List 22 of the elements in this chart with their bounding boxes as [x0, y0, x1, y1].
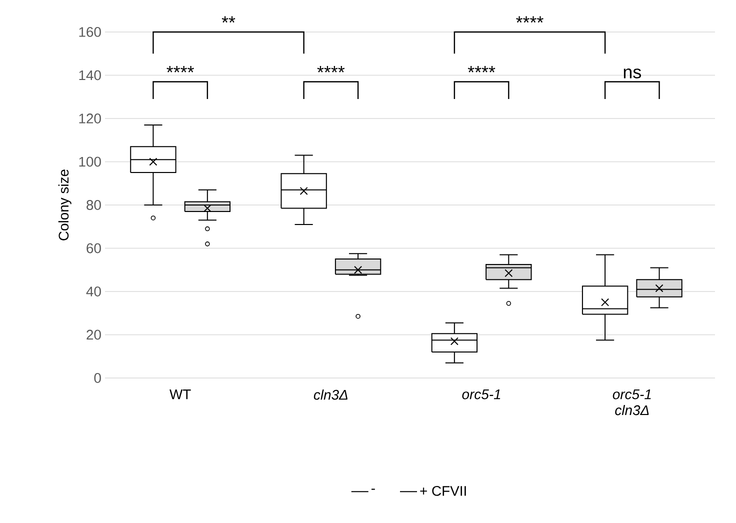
y-tick-label: 120: [79, 114, 101, 124]
legend-label: -: [371, 488, 375, 490]
x-tick-label: orc5-1 cln3Δ: [612, 390, 651, 416]
y-tick-label: 60: [86, 243, 101, 254]
annotation: ns: [624, 68, 641, 78]
y-tick-label: 40: [86, 286, 101, 296]
legend-label: + CFVII: [420, 486, 466, 496]
annotation: ****: [166, 66, 194, 72]
x-tick-label: WT: [170, 390, 191, 400]
y-tick-label: 0: [94, 373, 101, 383]
y-tick-label: 20: [86, 330, 101, 340]
y-tick-label: 140: [79, 70, 101, 80]
text: ****: [516, 16, 544, 23]
y-axis-title: Colony size: [58, 170, 72, 240]
text: **: [222, 16, 236, 23]
x-tick-label: orc5-1: [462, 390, 500, 400]
y-tick-label: 80: [86, 200, 101, 210]
y-tick-label: 160: [79, 27, 101, 37]
annotation: ****: [468, 66, 496, 72]
annotation: ****: [317, 66, 345, 72]
y-tick-label: 100: [79, 156, 101, 167]
x-tick-label: cln3Δ: [314, 390, 348, 400]
